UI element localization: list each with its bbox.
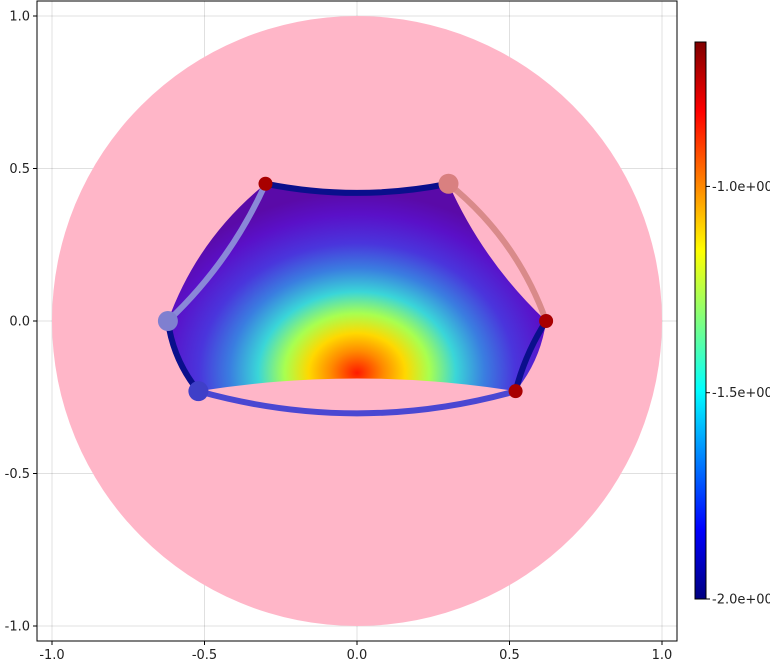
x-tick-label: -0.5 [192, 648, 217, 663]
polygon-edge [262, 180, 452, 196]
colorbar: -2.0e+00 -1.5e+00 -1.0e+00 [694, 41, 770, 608]
polygon-edge [445, 180, 550, 324]
x-tick-label: -1.0 [39, 648, 64, 663]
vertex-marker [539, 314, 554, 328]
vertex-marker [188, 381, 209, 402]
polygon-edge [195, 388, 519, 417]
x-tick-label: 0.5 [499, 648, 520, 663]
y-tick-label: -0.5 [5, 467, 30, 482]
polygon-edge [164, 180, 269, 324]
colorbar-tick-label: -1.0e+00 [712, 180, 770, 195]
x-tick-label: 1.0 [652, 648, 673, 663]
colorbar-gradient [694, 41, 707, 600]
plot-area [52, 16, 662, 626]
y-tick-label: 0.5 [9, 162, 30, 177]
y-tick-label: 1.0 [9, 10, 30, 25]
polygon-edge [512, 318, 550, 395]
x-axis: -1.0 -0.5 0.0 0.5 1.0 [39, 641, 672, 663]
y-tick-label: 0.0 [9, 315, 30, 330]
colorbar-ticks: -2.0e+00 -1.5e+00 -1.0e+00 [706, 180, 770, 608]
vertex-marker [258, 176, 273, 191]
vertex-marker [508, 384, 523, 399]
colorbar-tick-label: -2.0e+00 [712, 593, 770, 608]
x-tick-label: 0.0 [347, 648, 368, 663]
vertex-marker [157, 311, 178, 331]
colorbar-tick-label: -1.5e+00 [712, 386, 770, 401]
y-tick-label: -1.0 [5, 620, 30, 635]
vertex-markers [157, 173, 554, 402]
y-axis: -1.0 -0.5 0.0 0.5 1.0 [5, 10, 37, 635]
vertex-marker [438, 173, 459, 194]
